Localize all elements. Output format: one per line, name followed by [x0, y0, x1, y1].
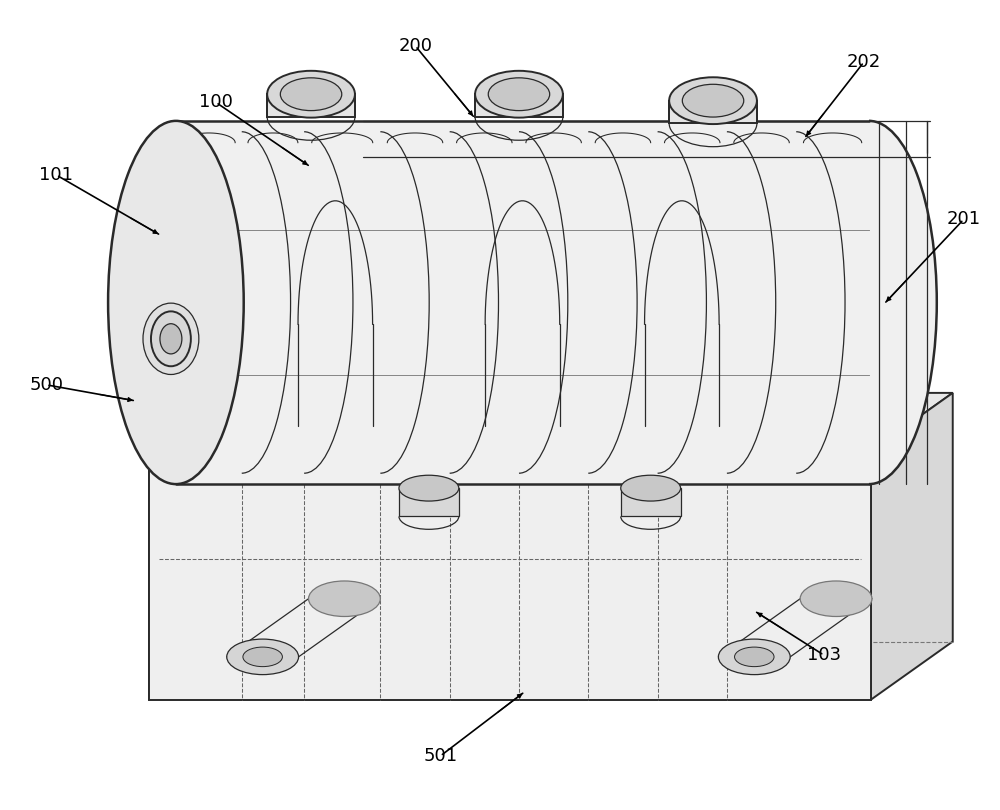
Polygon shape: [176, 121, 937, 484]
Polygon shape: [669, 100, 757, 123]
Text: 501: 501: [423, 747, 457, 765]
Polygon shape: [475, 94, 563, 117]
Text: 101: 101: [39, 166, 73, 184]
Polygon shape: [149, 393, 953, 451]
Ellipse shape: [267, 70, 355, 117]
Ellipse shape: [143, 303, 199, 374]
Polygon shape: [621, 488, 681, 517]
Ellipse shape: [800, 581, 872, 616]
Ellipse shape: [669, 77, 757, 124]
Polygon shape: [149, 451, 871, 700]
Text: 201: 201: [947, 211, 981, 228]
Ellipse shape: [735, 647, 774, 667]
Text: 100: 100: [199, 93, 233, 111]
Polygon shape: [267, 94, 355, 117]
Ellipse shape: [475, 70, 563, 117]
Ellipse shape: [399, 475, 459, 501]
Polygon shape: [149, 393, 231, 700]
Polygon shape: [871, 393, 953, 700]
Ellipse shape: [621, 475, 681, 501]
Polygon shape: [399, 488, 459, 517]
Ellipse shape: [227, 639, 299, 675]
Ellipse shape: [718, 639, 790, 675]
Ellipse shape: [151, 311, 191, 366]
Ellipse shape: [280, 78, 342, 111]
Ellipse shape: [243, 647, 282, 667]
Text: 200: 200: [398, 36, 432, 55]
Ellipse shape: [160, 324, 182, 354]
Text: 500: 500: [29, 376, 63, 394]
Ellipse shape: [309, 581, 380, 616]
Ellipse shape: [108, 121, 244, 484]
Text: 103: 103: [807, 646, 841, 664]
Ellipse shape: [488, 78, 550, 111]
Ellipse shape: [682, 84, 744, 117]
Text: 202: 202: [847, 53, 881, 71]
